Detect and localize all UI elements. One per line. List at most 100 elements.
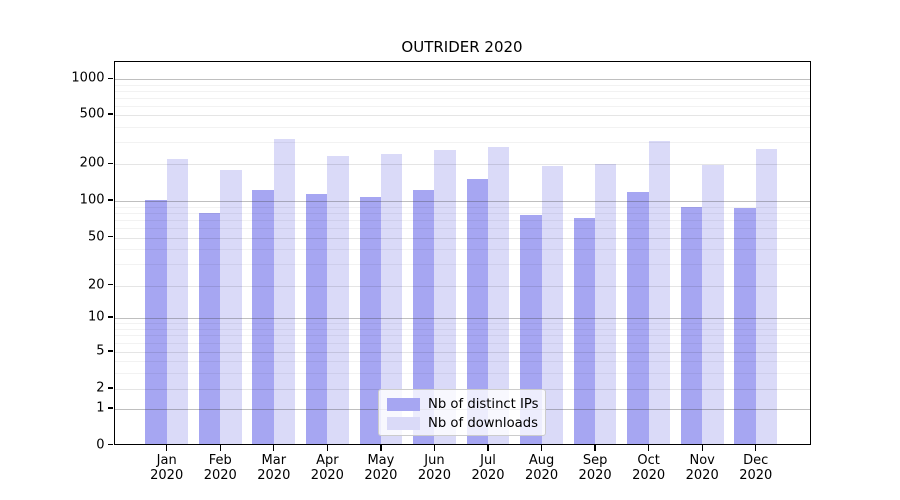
x-tick-may	[380, 444, 382, 451]
x-tick-apr	[326, 444, 329, 451]
bar-downloads-jan	[166, 158, 189, 444]
x-tick-label-jan: Jan 2020	[150, 452, 184, 484]
bar-downloads-apr	[327, 155, 349, 444]
y-tick-label-5: 5	[96, 343, 105, 359]
bar-downloads-aug	[541, 165, 563, 444]
bar-downloads-may	[380, 154, 403, 444]
bar-ips-feb	[198, 213, 221, 444]
x-tick-label-dec: Dec 2020	[739, 452, 773, 484]
y-tick-label-100: 100	[79, 192, 105, 208]
y-tick-label-50: 50	[87, 229, 105, 244]
x-tick-mar	[273, 444, 275, 451]
x-tick-jan	[166, 444, 168, 451]
y-tick-5	[108, 350, 113, 352]
y-tick-0	[108, 443, 113, 446]
gridline-90	[114, 206, 810, 208]
bar-ips-aug	[520, 214, 542, 444]
gridline-6	[114, 343, 810, 345]
y-tick-1	[108, 407, 113, 409]
x-tick-label-jul: Jul 2020	[471, 452, 505, 484]
y-tick-1000	[108, 77, 113, 79]
y-tick-100	[108, 199, 113, 201]
y-tick-2	[108, 387, 113, 389]
legend-swatch-distinct-ips	[387, 397, 420, 411]
y-tick-label-500: 500	[79, 106, 105, 122]
y-tick-label-1000: 1000	[71, 70, 105, 86]
gridline-1000	[114, 79, 810, 81]
y-tick-10	[108, 316, 113, 318]
x-tick-feb	[219, 444, 221, 451]
gridline-500	[114, 115, 810, 116]
bar-ips-oct	[627, 191, 649, 444]
x-tick-nov	[701, 444, 703, 451]
bar-downloads-jun	[434, 150, 456, 444]
bar-downloads-nov	[702, 165, 724, 444]
bar-ips-sep	[573, 218, 596, 444]
bar-downloads-oct	[648, 141, 671, 444]
gridline-700	[114, 97, 810, 99]
bar-ips-nov	[680, 207, 703, 444]
bar-ips-jul	[466, 178, 488, 444]
x-tick-label-nov: Nov 2020	[685, 452, 719, 484]
y-tick-500	[108, 113, 113, 115]
gridline-10	[114, 318, 810, 319]
x-tick-label-mar: Mar 2020	[257, 452, 291, 484]
legend-item-downloads: Nb of downloads	[387, 415, 538, 431]
gridline-9	[114, 323, 810, 325]
bar-downloads-sep	[595, 163, 617, 444]
gridline-70	[114, 219, 810, 221]
y-tick-label-2: 2	[96, 380, 105, 396]
gridline-100	[114, 201, 810, 202]
gridline-5	[114, 352, 810, 353]
bar-downloads-mar	[273, 138, 296, 444]
x-tick-label-aug: Aug 2020	[525, 452, 559, 484]
legend-label-distinct-ips: Nb of distinct IPs	[428, 396, 539, 412]
x-tick-jun	[433, 444, 436, 451]
legend-label-downloads: Nb of downloads	[428, 415, 538, 431]
x-tick-sep	[594, 444, 596, 451]
x-tick-label-jun: Jun 2020	[417, 452, 451, 484]
x-tick-label-apr: Apr 2020	[310, 452, 344, 484]
gridline-60	[114, 227, 810, 229]
gridline-600	[114, 105, 810, 107]
x-tick-oct	[647, 444, 650, 451]
gridline-30	[114, 264, 810, 266]
gridline-50	[114, 237, 810, 239]
y-tick-label-200: 200	[79, 155, 105, 171]
plot-area	[113, 61, 811, 445]
y-tick-50	[108, 235, 113, 238]
x-tick-label-sep: Sep 2020	[578, 452, 612, 484]
gridline-3	[114, 372, 810, 374]
gridline-40	[114, 249, 810, 251]
bar-ips-dec	[734, 207, 756, 444]
gridline-400	[114, 127, 810, 128]
gridline-80	[114, 212, 810, 214]
gridline-800	[114, 90, 810, 92]
gridline-7	[114, 335, 810, 337]
gridline-200	[114, 164, 810, 166]
chart-legend: Nb of distinct IPs Nb of downloads	[378, 389, 546, 436]
legend-swatch-downloads	[387, 416, 420, 430]
y-tick-200	[108, 162, 113, 164]
x-tick-label-feb: Feb 2020	[203, 452, 237, 484]
x-tick-label-may: May 2020	[364, 452, 398, 484]
bar-ips-mar	[252, 190, 274, 444]
x-tick-aug	[540, 444, 543, 451]
gridline-20	[114, 285, 810, 287]
gridline-900	[114, 84, 810, 86]
y-tick-label-20: 20	[87, 277, 105, 292]
gridline-4	[114, 361, 810, 362]
chart-title: OUTRIDER 2020	[401, 38, 523, 56]
y-tick-label-0: 0	[96, 437, 105, 452]
bar-ips-apr	[305, 193, 328, 444]
bar-ips-jun	[413, 190, 435, 444]
legend-item-distinct-ips: Nb of distinct IPs	[387, 396, 539, 412]
bar-ips-jan	[145, 199, 167, 444]
x-tick-jul	[487, 444, 489, 451]
gridline-300	[114, 142, 810, 144]
y-tick-label-1: 1	[96, 400, 105, 416]
y-tick-20	[108, 283, 113, 286]
x-tick-label-oct: Oct 2020	[632, 452, 666, 484]
gridline-8	[114, 328, 810, 330]
